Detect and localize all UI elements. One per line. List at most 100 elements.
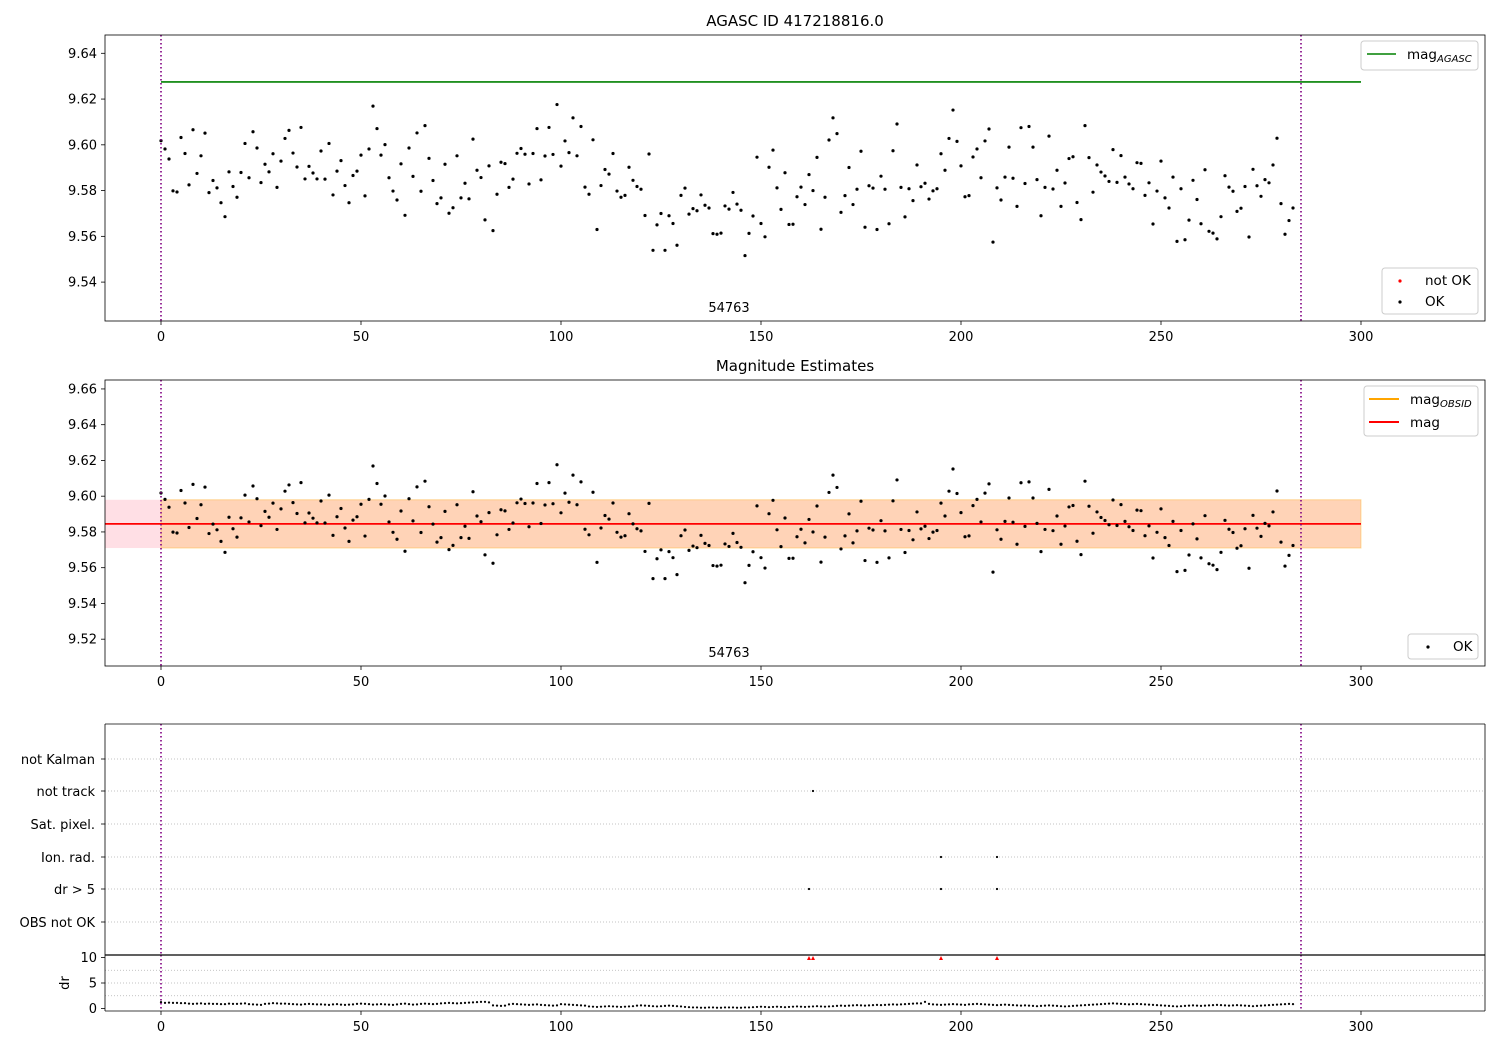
dr-point [603,1005,607,1008]
mag-point-ok [499,160,503,164]
agasc-title: AGASC ID 417218816.0 [706,12,884,30]
mag-point-ok [1243,184,1247,189]
dr-point [475,1000,479,1004]
mag-point-ok [1119,502,1123,507]
x-tick-label: 50 [353,1020,370,1035]
dr-point [415,1003,419,1006]
mag-point-ok [1199,222,1203,226]
mag-point-ok [683,528,687,532]
mag-point-ok [243,493,247,497]
mag-point-ok [1171,175,1175,179]
dr-point [831,1005,835,1008]
mag-point-ok [899,527,903,532]
mag-point-ok [199,154,203,158]
mag-point-ok [471,137,475,141]
dr-point [455,1002,459,1005]
mag-point-ok [1263,521,1267,525]
mag-point-ok [339,506,343,511]
mag-point-ok [323,177,327,181]
mag-point-ok [1239,544,1243,548]
mag-point-ok [183,501,187,505]
y-tick-label: 9.58 [68,525,97,540]
dr-point [1211,1004,1215,1007]
mag-point-ok [195,516,199,521]
dr-point [215,1002,219,1005]
dr-point [263,1002,267,1005]
dr-point [1283,1003,1287,1006]
mag-point-ok [823,535,827,539]
legend-frame [1381,267,1479,315]
mag-point-ok [335,515,339,519]
mag-point-ok [167,505,171,509]
mag-point-ok [1179,528,1183,533]
mag-point-ok [559,511,563,515]
mag-point-ok [447,548,451,552]
mag-point-ok [431,522,435,526]
dr-point [423,1002,427,1005]
mag-point-ok [747,563,751,567]
dr-point [367,1003,371,1006]
dr-point [1043,1004,1047,1007]
y-tick-label: 10 [80,951,97,966]
mag-point-ok [1067,505,1071,509]
mag-point-ok [563,491,567,495]
mag-point-ok [1123,175,1127,179]
mag-point-ok [1175,239,1179,243]
mag-point-ok [655,223,659,227]
dr-point [247,1003,251,1006]
y-tick-label: 9.64 [68,47,97,62]
mag-point-ok [539,178,543,182]
mag-point-ok [911,199,915,203]
dr-point [463,1001,467,1004]
mag-point-ok [455,154,459,158]
dr-point [683,1005,687,1009]
mag-point-ok [815,155,819,160]
mag-point-ok [1291,206,1295,210]
dr-point [187,1002,191,1005]
mag-point-ok [999,198,1003,202]
mag-point-ok [979,176,983,180]
mag-point-ok [431,178,435,183]
mag-point-ok [615,530,619,534]
mag-point-ok [815,504,819,508]
dr-point [743,1006,747,1009]
dr-point [571,1003,575,1006]
dr-point [1051,1004,1055,1007]
mag-point-ok [1039,214,1043,218]
dr-point [231,1002,235,1005]
dr-point [931,1003,935,1006]
mag-point-ok [659,548,663,552]
mag-point-ok [607,517,611,521]
mag-point-ok [1159,507,1163,511]
mag-point-ok [463,181,467,185]
mag-point-ok [163,147,167,151]
mag-point-ok [175,531,179,535]
mag-point-ok [679,193,683,197]
mag-point-ok [435,202,439,206]
dr-point [1179,1005,1183,1008]
mag-point-ok [567,500,571,504]
dr-point [987,1003,991,1006]
mag-point-ok [643,213,647,218]
mag-point-ok [619,535,623,539]
mag-point-ok [579,480,583,484]
legend-marker-ok [1398,300,1402,304]
mag-point-ok [775,186,779,190]
flag-row-label: dr > 5 [54,883,95,898]
mag-point-ok [491,229,495,233]
dr-point [523,1003,527,1006]
dr-point [199,1002,203,1005]
dr-point [1291,1003,1295,1006]
x-tick-label: 200 [949,1020,974,1035]
mag-point-ok [851,541,855,545]
mag-point-ok [595,560,599,564]
mag-point-ok [851,202,855,207]
mag-point-ok [623,193,627,197]
x-tick-label: 200 [949,330,974,345]
mag-point-ok [751,550,755,554]
mag-point-ok [659,211,663,216]
mag-point-ok [975,497,979,502]
mag-point-ok [251,130,255,134]
dr-point [375,1003,379,1006]
dr-point [1267,1004,1271,1007]
